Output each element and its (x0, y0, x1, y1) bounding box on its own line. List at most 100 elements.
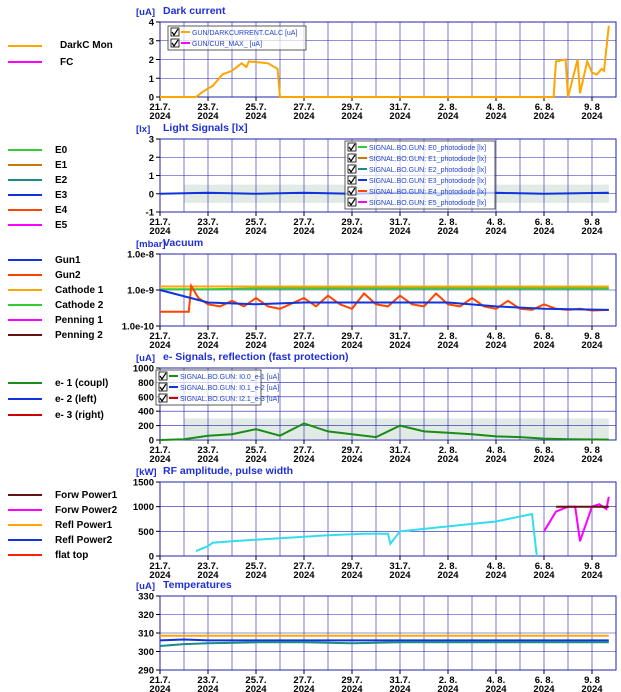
x-tick-label: 4. 8. (487, 445, 506, 456)
checkmark-icon (348, 154, 356, 163)
x-tick-label: 4. 8. (487, 675, 506, 686)
x-tick-label: 27.7. (293, 217, 314, 228)
x-tick-label: 25.7. (245, 445, 266, 456)
panel-title: e- Signals, reflection (fast protection) (163, 351, 349, 363)
legend-label: Gun2 (55, 270, 81, 281)
x-tick-label: 2. 8. (439, 331, 458, 342)
x-tick-year: 2024 (533, 570, 555, 581)
panel-unit: [kW] (136, 467, 157, 478)
panel-unit: [uA] (136, 581, 155, 592)
x-tick-label: 21.7. (149, 561, 170, 572)
x-tick-year: 2024 (293, 684, 315, 692)
legend-checkbox (170, 27, 180, 37)
legend-label: E3 (55, 190, 68, 201)
x-tick-label: 2. 8. (439, 217, 458, 228)
chart-panels: [uA] Dark current4321021.7.202423.7.20242… (8, 5, 617, 692)
x-tick-year: 2024 (437, 226, 459, 237)
legend-label: Cathode 2 (55, 300, 104, 311)
x-tick-label: 2. 8. (439, 102, 458, 113)
x-tick-year: 2024 (245, 226, 267, 237)
legend-label: E5 (55, 220, 68, 231)
x-tick-label: 6. 8. (535, 675, 554, 686)
x-tick-label: 31.7. (389, 675, 410, 686)
inside-legend-box (167, 25, 307, 51)
x-tick-year: 2024 (389, 340, 411, 351)
checkmark-icon (348, 198, 356, 207)
legend-label: E2 (55, 175, 68, 186)
x-tick-year: 2024 (533, 454, 555, 465)
x-tick-year: 2024 (197, 111, 219, 122)
x-tick-year: 2024 (533, 684, 555, 692)
x-tick-label: 21.7. (149, 675, 170, 686)
series-line (160, 282, 609, 313)
x-tick-label: 6. 8. (535, 217, 554, 228)
panel-2: [lx] Light Signals [lx]3210-121.7.202423.… (8, 122, 617, 237)
inside-legend-label: SIGNAL.BO.GUN: I0.0_e-1 [uA] (180, 374, 279, 381)
x-tick-year: 2024 (533, 340, 555, 351)
x-tick-label: 4. 8. (487, 561, 506, 572)
inside-legend-label: GUN/CUR_MAX_ [uA] (192, 41, 262, 48)
x-tick-label: 2. 8. (439, 445, 458, 456)
y-tick-label: 0 (149, 93, 154, 104)
x-tick-label: 4. 8. (487, 331, 506, 342)
series-line (160, 287, 609, 291)
y-tick-label: -1 (146, 208, 155, 219)
x-tick-label: 21.7. (149, 445, 170, 456)
x-tick-label: 2. 8. (439, 675, 458, 686)
x-tick-label: 23.7. (197, 331, 218, 342)
x-tick-year: 2024 (341, 340, 363, 351)
x-tick-year: 2024 (485, 570, 507, 581)
y-tick-label: 500 (138, 527, 154, 538)
y-tick-label: 1000 (133, 364, 154, 375)
x-tick-label: 21.7. (149, 102, 170, 113)
checkmark-icon (159, 372, 167, 381)
panel-title: Dark current (163, 5, 226, 17)
legend-checkbox (347, 175, 357, 185)
checkmark-icon (159, 394, 167, 403)
checkmark-icon (348, 187, 356, 196)
y-tick-label: 300 (138, 647, 154, 658)
x-tick-label: 29.7. (341, 102, 362, 113)
legend-checkbox (347, 164, 357, 174)
panel-title: Light Signals [lx] (163, 122, 248, 134)
x-tick-year: 2024 (197, 570, 219, 581)
inside-legend-label: SIGNAL.BO.GUN: E1_photodiode [lx] (369, 156, 486, 163)
x-tick-year: 2024 (197, 340, 219, 351)
series-line (195, 512, 538, 557)
x-tick-year: 2024 (389, 454, 411, 465)
x-tick-year: 2024 (581, 340, 603, 351)
y-tick-label: 400 (138, 407, 154, 418)
legend-label: e- 3 (right) (55, 410, 104, 421)
y-tick-label: 0 (149, 552, 154, 563)
x-tick-label: 9. 8 (584, 331, 600, 342)
x-tick-year: 2024 (581, 226, 603, 237)
legend-label: Cathode 1 (55, 285, 104, 296)
series-line (159, 638, 609, 642)
y-tick-label: 310 (138, 629, 154, 640)
x-tick-year: 2024 (485, 454, 507, 465)
x-tick-label: 25.7. (245, 217, 266, 228)
checkmark-icon (348, 143, 356, 152)
x-tick-label: 6. 8. (535, 445, 554, 456)
plot-area (159, 481, 617, 557)
y-tick-label: 1000 (133, 502, 154, 513)
y-tick-label: 4 (149, 18, 155, 29)
y-tick-label: 600 (138, 392, 154, 403)
x-tick-label: 27.7. (293, 445, 314, 456)
panel-title: Temperatures (163, 579, 232, 591)
panel-unit: [mbar] (136, 239, 166, 250)
legend-checkbox (347, 153, 357, 163)
x-tick-year: 2024 (389, 111, 411, 122)
x-tick-year: 2024 (437, 454, 459, 465)
x-tick-year: 2024 (389, 570, 411, 581)
x-tick-year: 2024 (581, 570, 603, 581)
x-tick-label: 25.7. (245, 561, 266, 572)
x-tick-label: 6. 8. (535, 102, 554, 113)
checkmark-icon (348, 176, 356, 185)
y-tick-label: 1500 (133, 478, 154, 489)
x-tick-year: 2024 (149, 454, 171, 465)
legend-label: Refl Power1 (55, 520, 113, 531)
x-tick-label: 9. 8 (584, 217, 600, 228)
x-tick-label: 23.7. (197, 217, 218, 228)
x-tick-year: 2024 (533, 111, 555, 122)
